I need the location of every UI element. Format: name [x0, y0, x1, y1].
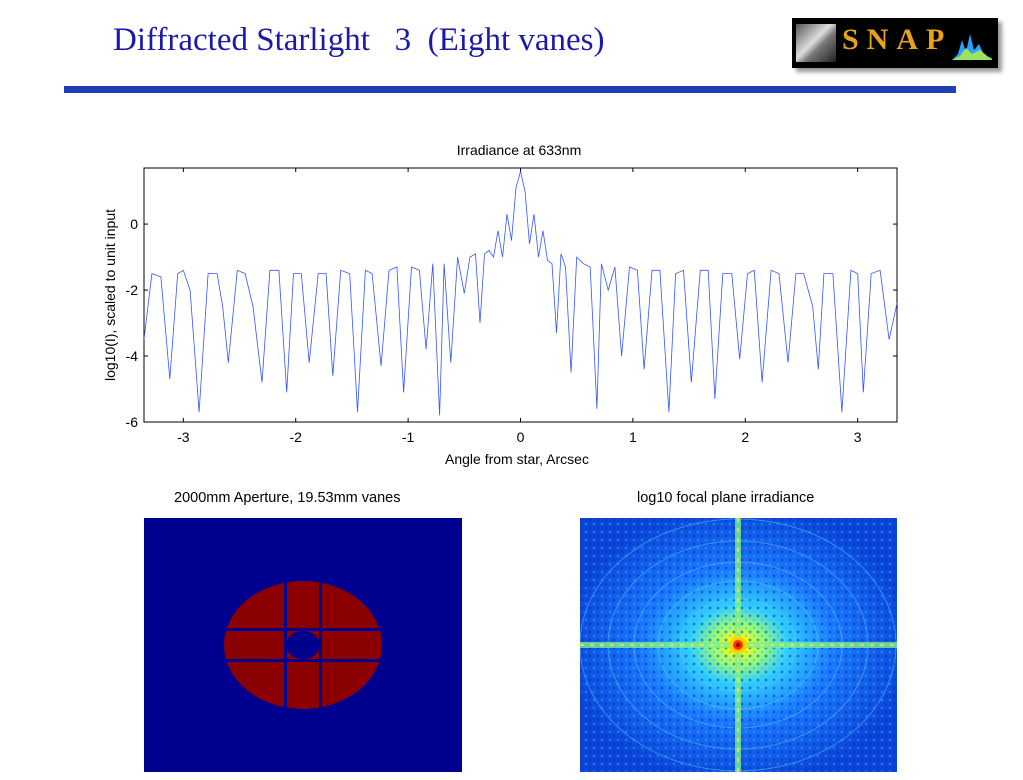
x-tick-label: 2	[741, 429, 749, 445]
x-tick-label: -3	[177, 429, 190, 445]
chart-title: Irradiance at 633nm	[457, 142, 582, 158]
aperture-title: 2000mm Aperture, 19.53mm vanes	[174, 490, 401, 506]
y-tick-label: -2	[126, 282, 139, 298]
logo-photo	[796, 24, 836, 62]
series-line	[143, 171, 898, 416]
slide-title: Diffracted Starlight 3 (Eight vanes)	[113, 22, 605, 58]
x-tick-label: 3	[854, 429, 862, 445]
y-tick-label: -6	[126, 414, 139, 430]
logo-text: SNAP	[842, 23, 953, 56]
plot-area	[143, 167, 898, 423]
x-tick-label: -1	[402, 429, 415, 445]
x-axis: -3 -2 -1 0 1 2 3	[177, 168, 862, 445]
aperture-image	[144, 518, 462, 772]
y-tick-label: -4	[126, 348, 139, 364]
x-axis-label: Angle from star, Arcsec	[445, 451, 589, 467]
focal-plane-image	[580, 518, 897, 772]
snap-logo: SNAP	[792, 18, 998, 68]
x-tick-label: 1	[629, 429, 637, 445]
title-divider	[64, 86, 956, 93]
y-tick-label: 0	[130, 216, 138, 232]
series-layer	[143, 171, 898, 416]
x-tick-label: -2	[289, 429, 302, 445]
x-tick-label: 0	[517, 429, 525, 445]
y-axis: 0 -2 -4 -6	[126, 216, 897, 430]
irradiance-chart: Irradiance at 633nm -3 -2 -1 0 1 2 3 0 -2 -4 -6 A…	[102, 142, 898, 467]
focal-plane-title: log10 focal plane irradiance	[637, 490, 815, 506]
y-axis-label: log10(I), scaled to unit input	[102, 209, 118, 381]
spectrum-icon	[952, 34, 992, 60]
